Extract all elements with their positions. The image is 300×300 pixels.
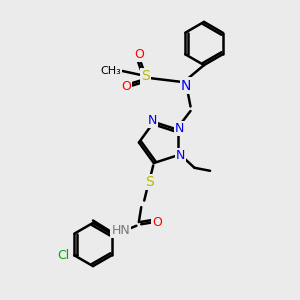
Text: Cl: Cl — [58, 249, 70, 262]
Text: S: S — [141, 70, 150, 83]
Text: N: N — [181, 79, 191, 92]
Text: N: N — [176, 149, 185, 162]
Text: CH₃: CH₃ — [100, 65, 122, 76]
Text: O: O — [135, 47, 144, 61]
Text: HN: HN — [112, 224, 130, 237]
Text: O: O — [121, 80, 131, 94]
Text: S: S — [145, 175, 154, 189]
Text: N: N — [175, 122, 184, 135]
Text: N: N — [148, 114, 157, 127]
Text: O: O — [152, 216, 162, 229]
